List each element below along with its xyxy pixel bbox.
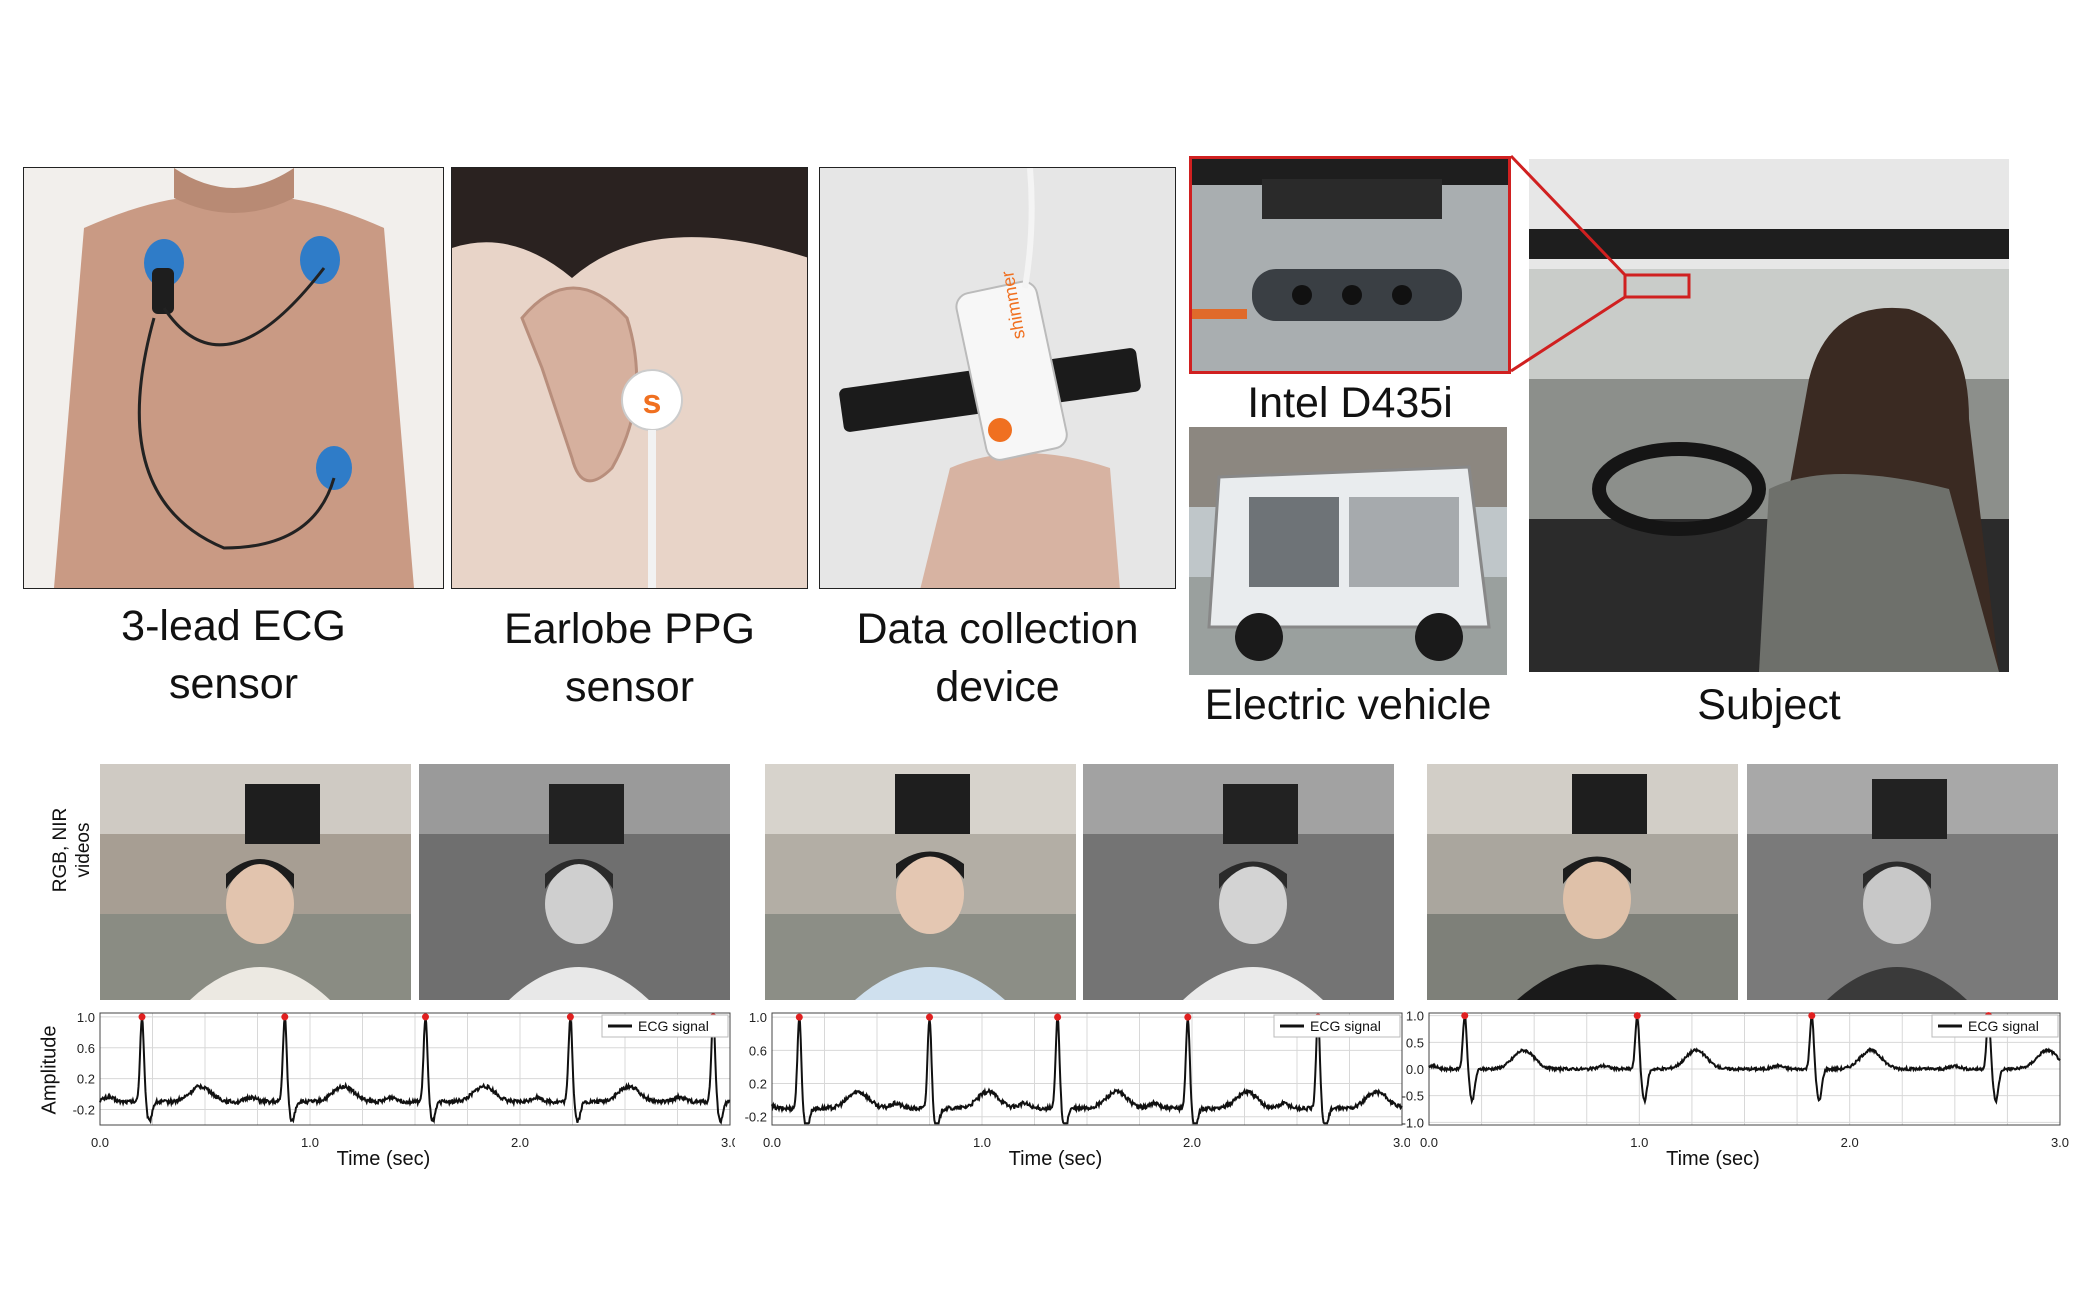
ecg-chart-3: 1.0 0.5 0.0 -0.5 -1.0 0.0 1.0 2.0 3.0 Time (sec) E… [1402, 1009, 2069, 1170]
torso-illustration [24, 168, 443, 588]
x-tick-label: 0.0 [91, 1135, 109, 1150]
legend: ECG signal [601, 1014, 729, 1038]
device-caption-line2: device [935, 663, 1060, 711]
rgb-frame-subject-1 [100, 764, 411, 1000]
x-tick-label: 2.0 [1183, 1135, 1201, 1150]
y-tick-label: 0.0 [1406, 1062, 1424, 1077]
x-tick-label: 0.0 [1420, 1135, 1438, 1150]
wrist-illustration: shimmer [820, 168, 1175, 588]
ecg-caption-line1: 3-lead ECG [121, 602, 346, 650]
ecg-series-line [99, 1016, 731, 1125]
vehicle-photo [1189, 427, 1507, 675]
ecg-sensor-caption: 3-lead ECG sensor [23, 597, 444, 713]
legend-label: ECG signal [1968, 1018, 2039, 1034]
x-axis-label: Time (sec) [1009, 1148, 1103, 1170]
collection-device-photo: shimmer [819, 167, 1176, 589]
ecg-chart-2: 1.0 0.6 0.2 -0.2 0.0 1.0 2.0 3.0 Time (sec) ECG s… [745, 1010, 1410, 1170]
plot-frame [771, 1012, 1403, 1126]
y-tick-label: 1.0 [77, 1010, 95, 1025]
y-tick-label: 0.6 [77, 1041, 95, 1056]
r-peak-marker [422, 1013, 429, 1021]
rgb-frame-subject-2 [765, 764, 1076, 1000]
x-tick-label: 0.0 [763, 1135, 781, 1150]
subject-caption: Subject [1697, 681, 1841, 729]
nir-frame-subject-1 [419, 764, 730, 1000]
y-tick-label: -0.2 [745, 1110, 767, 1125]
ppg-caption-line1: Earlobe PPG [504, 605, 755, 653]
y-tick-label: 0.6 [749, 1043, 767, 1058]
legend-box [1931, 1014, 2059, 1038]
ecg-caption-line2: sensor [168, 660, 299, 708]
y-tick-label: 1.0 [1406, 1009, 1424, 1024]
legend-label: ECG signal [638, 1018, 709, 1034]
y-tick-label: 0.2 [77, 1072, 95, 1087]
vehicle-caption: Electric vehicle [1204, 681, 1492, 729]
r-peak-marker [1633, 1012, 1641, 1020]
ppg-sensor-caption: Earlobe PPG sensor [451, 600, 808, 716]
y-tick-label: 0.5 [1406, 1035, 1424, 1050]
plot-frame [99, 1012, 731, 1126]
camera-photo [1189, 156, 1511, 374]
r-peak-marker [1808, 1012, 1816, 1020]
subject-illustration [1529, 159, 2009, 672]
subject-photo [1529, 159, 2009, 672]
device-caption-line1: Data collection [856, 605, 1139, 653]
x-axis-label: Time (sec) [337, 1148, 431, 1170]
legend-box [601, 1014, 729, 1038]
legend-box [1273, 1014, 1401, 1038]
x-tick-label: 2.0 [511, 1135, 529, 1150]
legend: ECG signal [1273, 1014, 1401, 1038]
y-tick-label: -0.5 [1402, 1089, 1424, 1104]
legend: ECG signal [1931, 1014, 2059, 1038]
y-tick-label: 0.2 [749, 1077, 767, 1092]
x-tick-label: 3.0 [2051, 1135, 2069, 1150]
ear-illustration: s [452, 168, 807, 588]
camera-caption: Intel D435i [1247, 379, 1453, 427]
ecg-sensor-photo [23, 167, 444, 589]
ppg-sensor-photo: s [451, 167, 808, 589]
camera-illustration [1192, 159, 1508, 371]
r-peak-marker [138, 1013, 146, 1021]
device-caption: Data collection device [819, 600, 1176, 716]
vehicle-illustration [1189, 427, 1507, 675]
x-tick-label: 3.0 [1393, 1135, 1410, 1150]
plot-frame [1428, 1012, 2061, 1126]
videos-label-line1: RGB, NIR [50, 807, 71, 893]
x-tick-label: 1.0 [1630, 1135, 1648, 1150]
r-peak-marker [1461, 1012, 1469, 1020]
r-peak-marker [795, 1013, 803, 1021]
nir-frame-subject-3 [1747, 764, 2058, 1000]
x-tick-label: 2.0 [1841, 1135, 1859, 1150]
x-tick-label: 1.0 [973, 1135, 991, 1150]
videos-label-line2: videos [73, 822, 94, 878]
y-tick-label: -0.2 [73, 1103, 95, 1118]
ecg-chart-1: 1.0 0.6 0.2 -0.2 0.0 1.0 2.0 3.0 Time (sec) ECG s… [73, 1010, 735, 1170]
nir-frame-subject-2 [1083, 764, 1394, 1000]
x-tick-label: 1.0 [301, 1135, 319, 1150]
ppg-logo-icon: s [643, 383, 662, 421]
ecg-series-line [771, 1015, 1403, 1125]
r-peak-marker [566, 1013, 574, 1021]
y-tick-label: -1.0 [1402, 1115, 1424, 1130]
x-axis-label: Time (sec) [1666, 1148, 1760, 1170]
r-peak-marker [281, 1013, 289, 1021]
legend-label: ECG signal [1310, 1018, 1381, 1034]
r-peak-marker [926, 1013, 933, 1021]
ppg-caption-line2: sensor [564, 663, 695, 711]
r-peak-marker [1054, 1013, 1062, 1021]
ecg-series-line [1428, 1014, 2061, 1106]
rgb-frame-subject-3 [1427, 764, 1738, 1000]
r-peak-marker [1184, 1013, 1192, 1021]
x-tick-label: 3.0 [721, 1135, 735, 1150]
y-tick-label: 1.0 [749, 1010, 767, 1025]
